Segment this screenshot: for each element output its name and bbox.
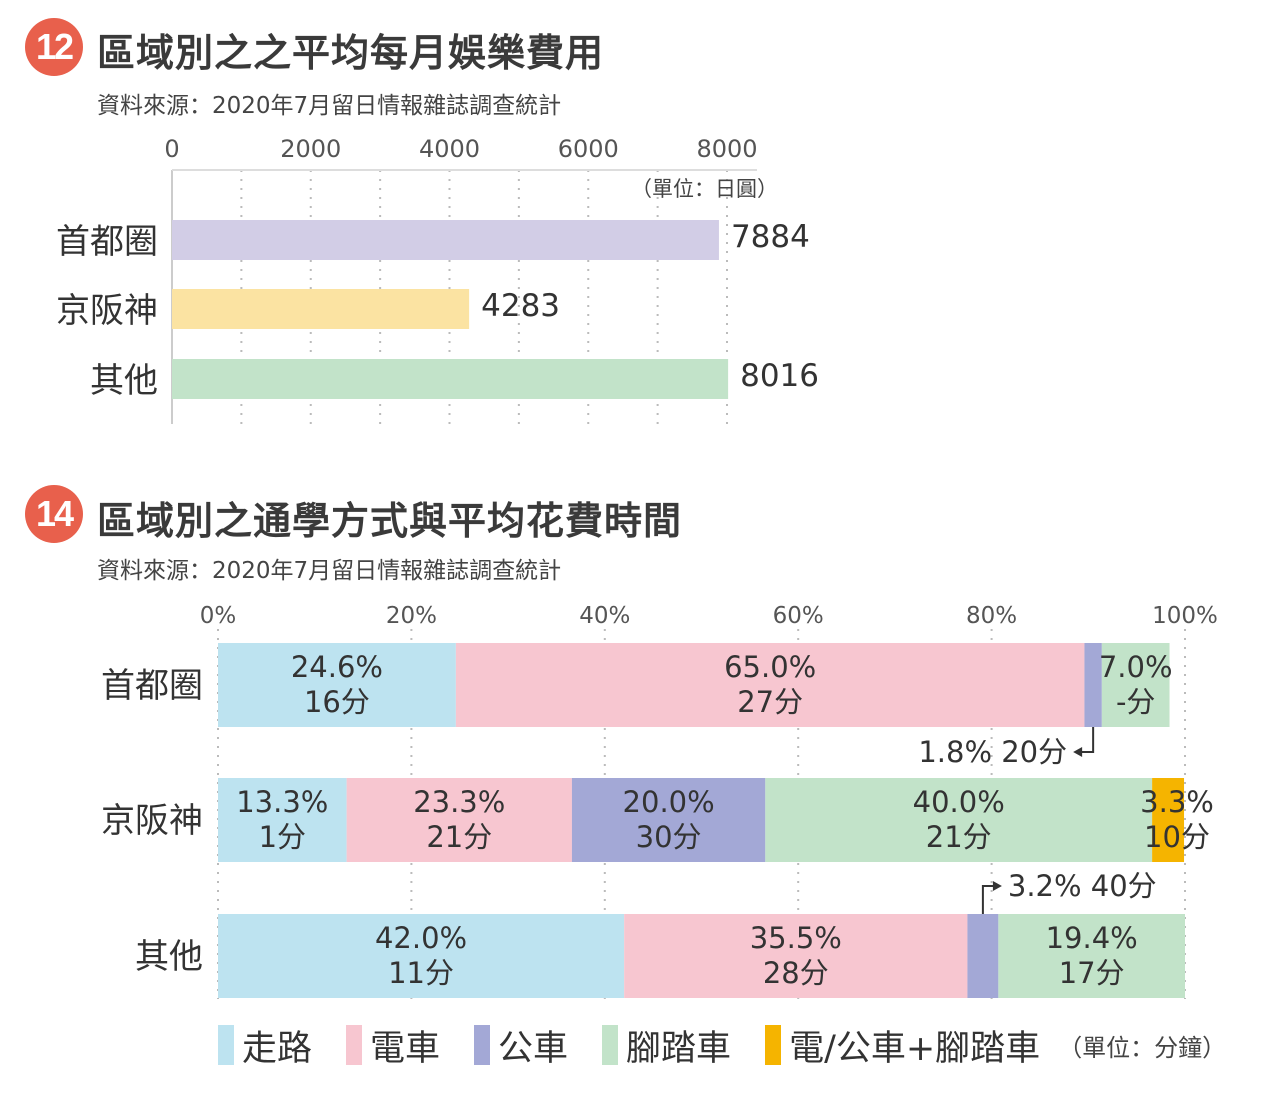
chart-title: 區域別之之平均每月娛樂費用 [97, 31, 605, 75]
data-label-minutes: 21分 [426, 820, 492, 854]
bar-segment [967, 914, 999, 998]
data-label-percent: 40.0% [913, 785, 1005, 819]
bar-segment [1084, 643, 1102, 727]
chart-source: 資料來源：2020年7月留日情報雜誌調查統計 [97, 558, 562, 584]
callout-line [1079, 727, 1095, 753]
x-tick-label: 6000 [558, 135, 619, 163]
callout-arrowhead [1073, 747, 1083, 757]
data-label-minutes: 28分 [763, 956, 829, 990]
callout-line [981, 885, 995, 914]
bar-segment [998, 914, 1185, 998]
bar-segment [765, 778, 1153, 862]
bar-segment [346, 778, 572, 862]
data-label-minutes: 21分 [926, 820, 992, 854]
legend-item-transit-plus-bicycle: 電/公車+腳踏車 [765, 1020, 1040, 1071]
bar-segment [218, 778, 347, 862]
data-label-minutes: 1分 [259, 820, 306, 854]
data-label-percent: 35.5% [750, 921, 842, 955]
data-label-minutes: 17分 [1059, 956, 1125, 990]
legend-label: 腳踏車 [626, 1028, 732, 1069]
data-label-minutes: 27分 [737, 685, 803, 719]
category-label: 首都圈 [56, 222, 158, 262]
x-tick-label: 80% [966, 603, 1017, 629]
callout-label: 3.2% 40分 [1008, 869, 1157, 903]
callout-arrowhead [992, 881, 1002, 891]
commute-stacked-bar-chart: 0% 20% 40% 60% 80% 100% 首都圈 24.6%16分 65.0%27分 7.0… [101, 603, 1218, 999]
legend-unit-label: （單位：分鐘） [1058, 1033, 1227, 1062]
bar-segment [455, 643, 1085, 727]
data-label-percent: 3.3% [1140, 785, 1214, 819]
value-label: 7884 [731, 219, 810, 255]
entertainment-cost-bar-chart: 0 2000 4000 6000 8000 （單位：日圓） 首都圈 7884 京阪神 4283 其他… [56, 135, 819, 424]
x-tick-label: 20% [386, 603, 437, 629]
chart-legend: 走路 電車 公車 腳踏車 電/公車+腳踏車 （單位：分鐘） [218, 1020, 1227, 1071]
unit-label: （單位：日圓） [631, 177, 778, 201]
value-label: 8016 [740, 358, 819, 394]
category-label: 其他 [90, 361, 158, 401]
x-tick-label: 8000 [696, 135, 757, 163]
category-label: 京阪神 [56, 291, 158, 331]
legend-swatch [474, 1025, 491, 1065]
x-tick-label: 40% [579, 603, 630, 629]
legend-label: 電車 [370, 1028, 441, 1069]
category-label: 京阪神 [101, 801, 203, 841]
x-tick-label: 4000 [419, 135, 480, 163]
x-tick-label: 100% [1152, 603, 1218, 629]
data-label-minutes: 10分 [1144, 820, 1210, 854]
bar-segment [1152, 778, 1185, 862]
legend-label: 走路 [242, 1028, 313, 1069]
bar-segment [571, 778, 766, 862]
data-label-percent: 20.0% [623, 785, 715, 819]
legend-item-bicycle: 腳踏車 [602, 1020, 731, 1071]
section-number: 12 [35, 26, 74, 67]
legend-item-bus: 公車 [474, 1020, 568, 1071]
section-number-badge: 12 [25, 18, 83, 76]
data-label-percent: 24.6% [291, 650, 383, 684]
data-label-percent: 7.0% [1099, 650, 1173, 684]
bar [172, 359, 729, 399]
data-label-minutes: 11分 [388, 956, 454, 990]
data-label-percent: 13.3% [236, 785, 328, 819]
data-label-minutes: 30分 [636, 820, 702, 854]
category-label: 其他 [135, 937, 203, 977]
bar-segment [218, 643, 456, 727]
value-label: 4283 [481, 288, 560, 324]
callout-label: 1.8% 20分 [918, 735, 1067, 769]
section-number-badge: 14 [25, 485, 83, 543]
bar-segment [624, 914, 968, 998]
data-label-percent: 23.3% [413, 785, 505, 819]
chart-title: 區域別之通學方式與平均花費時間 [97, 499, 683, 543]
legend-swatch [602, 1025, 619, 1065]
legend-swatch [765, 1025, 782, 1065]
section-number: 14 [35, 493, 74, 534]
data-label-minutes: 16分 [304, 685, 370, 719]
bar-segment [218, 914, 625, 998]
legend-swatch [346, 1025, 363, 1065]
legend-label: 公車 [498, 1028, 569, 1069]
data-label-minutes: -分 [1116, 685, 1155, 719]
legend-label: 電/公車+腳踏車 [789, 1028, 1041, 1069]
category-label: 首都圈 [101, 666, 203, 706]
x-tick-label: 2000 [280, 135, 341, 163]
legend-item-train: 電車 [346, 1020, 440, 1071]
legend-swatch [218, 1025, 234, 1065]
bar [172, 220, 719, 260]
chart-source: 資料來源：2020年7月留日情報雜誌調查統計 [97, 93, 562, 119]
legend-item-walk: 走路 [218, 1020, 312, 1071]
bar [172, 289, 470, 329]
x-tick-label: 0% [200, 603, 237, 629]
bar-segment [1101, 643, 1170, 727]
x-tick-label: 0 [164, 135, 179, 163]
data-label-percent: 65.0% [724, 650, 816, 684]
data-label-percent: 42.0% [375, 921, 467, 955]
x-tick-label: 60% [773, 603, 824, 629]
data-label-percent: 19.4% [1046, 921, 1138, 955]
